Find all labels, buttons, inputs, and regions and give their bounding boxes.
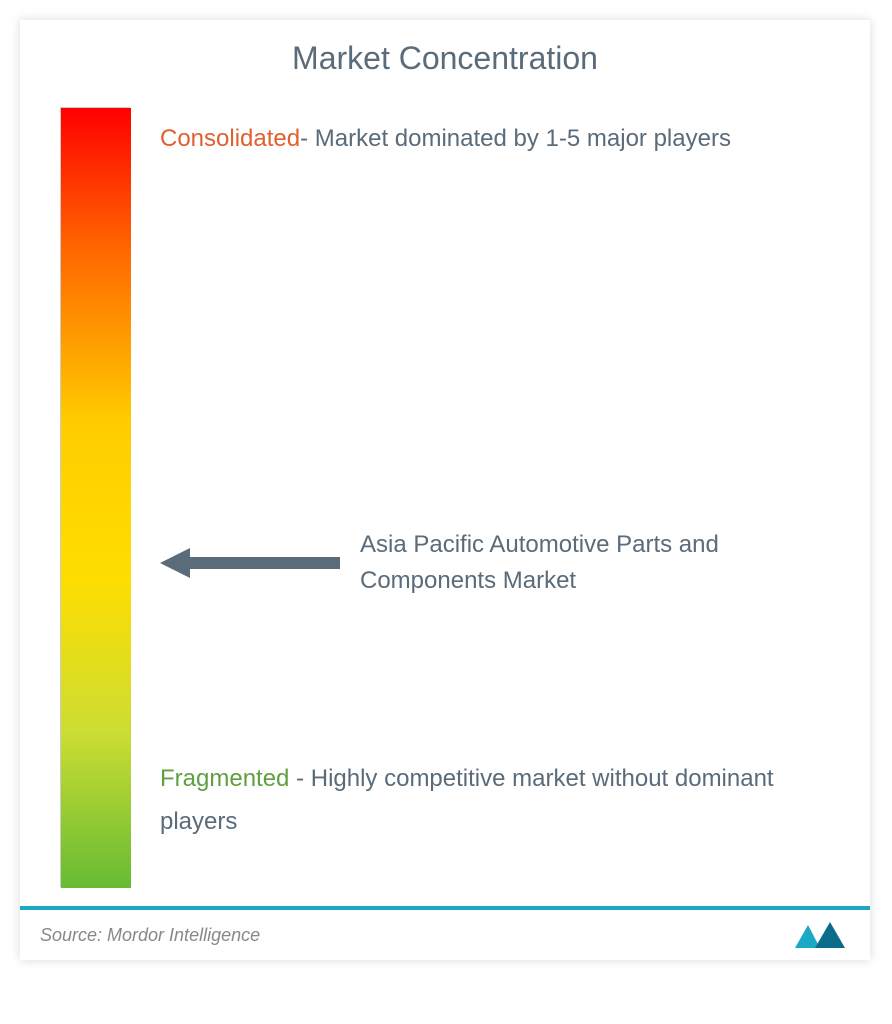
fragmented-highlight: Fragmented xyxy=(160,765,289,792)
chart-title: Market Concentration xyxy=(40,40,850,77)
gradient-svg xyxy=(61,108,131,888)
consolidated-label: Consolidated- Market dominated by 1-5 ma… xyxy=(160,117,820,160)
consolidated-highlight: Consolidated xyxy=(160,125,300,152)
market-name: Asia Pacific Automotive Parts and Compon… xyxy=(360,527,740,599)
concentration-gradient-bar xyxy=(60,107,130,887)
content-area: Consolidated- Market dominated by 1-5 ma… xyxy=(40,107,850,887)
arrow-icon xyxy=(160,548,340,578)
mordor-logo-icon xyxy=(790,920,850,950)
consolidated-description: - Market dominated by 1-5 major players xyxy=(300,125,731,152)
fragmented-label: Fragmented - Highly competitive market w… xyxy=(160,757,820,843)
source-attribution: Source: Mordor Intelligence xyxy=(40,925,260,946)
footer: Source: Mordor Intelligence xyxy=(20,906,870,960)
market-indicator: Asia Pacific Automotive Parts and Compon… xyxy=(160,527,740,599)
main-container: Market Concentration Consol xyxy=(20,20,870,960)
